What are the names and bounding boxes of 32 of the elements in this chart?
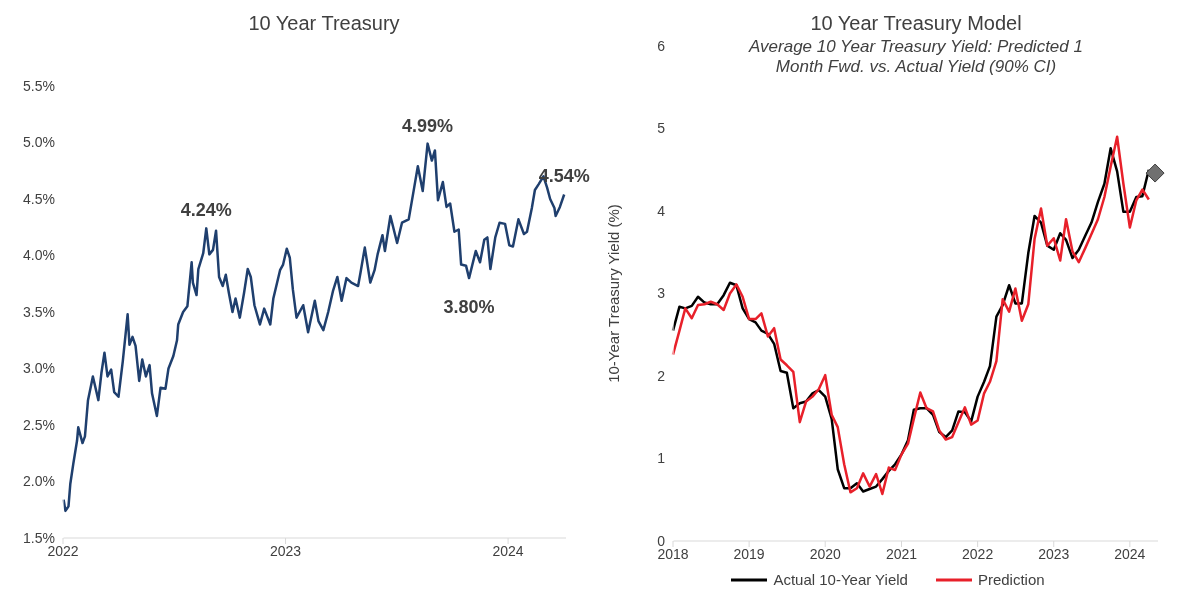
y-tick-label: 2.5% [23, 416, 55, 433]
y-tick-label: 3.5% [23, 303, 55, 320]
y-tick-label: 4 [657, 202, 666, 219]
y-tick-label: 5.0% [23, 134, 55, 151]
annotation: 4.24% [180, 200, 232, 221]
x-tick-label: 2024 [1114, 545, 1146, 562]
x-tick-label: 2021 [885, 545, 918, 562]
y-tick-label: 4.5% [23, 190, 55, 207]
chart-title: 10 Year Treasury Model [809, 12, 1023, 35]
x-tick-label: 2020 [809, 545, 841, 562]
y-tick-label: 3 [657, 285, 666, 302]
y-tick-label: 2 [657, 367, 666, 384]
y-tick-label: 4.0% [23, 247, 55, 264]
x-tick-label: 2022 [962, 545, 994, 562]
y-tick-label: 5.5% [23, 77, 55, 94]
x-tick-label: 2019 [733, 545, 765, 562]
chart-title: 10 Year Treasury [247, 12, 401, 35]
legend-label: Prediction [976, 571, 1045, 588]
y-tick-label: 1 [657, 450, 666, 467]
x-tick-label: 2024 [492, 542, 524, 559]
y-axis-title: 10-Year Treasury Yield (%) [605, 204, 623, 383]
annotation: 3.80% [443, 296, 495, 317]
legend-label: Actual 10-Year Yield [772, 571, 908, 588]
y-tick-label: 3.0% [23, 360, 55, 377]
chart-subtitle: Average 10 Year Treasury Yield: Predicted 1 Month Fwd. vs. Actual Yield (90% CI) [747, 37, 1084, 77]
annotation: 4.99% [402, 115, 454, 136]
x-tick-label: 2023 [269, 542, 302, 559]
annotation: 4.54% [538, 166, 590, 187]
y-tick-label: 2.0% [23, 473, 55, 490]
y-tick-label: 6 [657, 37, 666, 54]
y-tick-label: 5 [657, 120, 666, 137]
x-tick-label: 2023 [1038, 545, 1070, 562]
